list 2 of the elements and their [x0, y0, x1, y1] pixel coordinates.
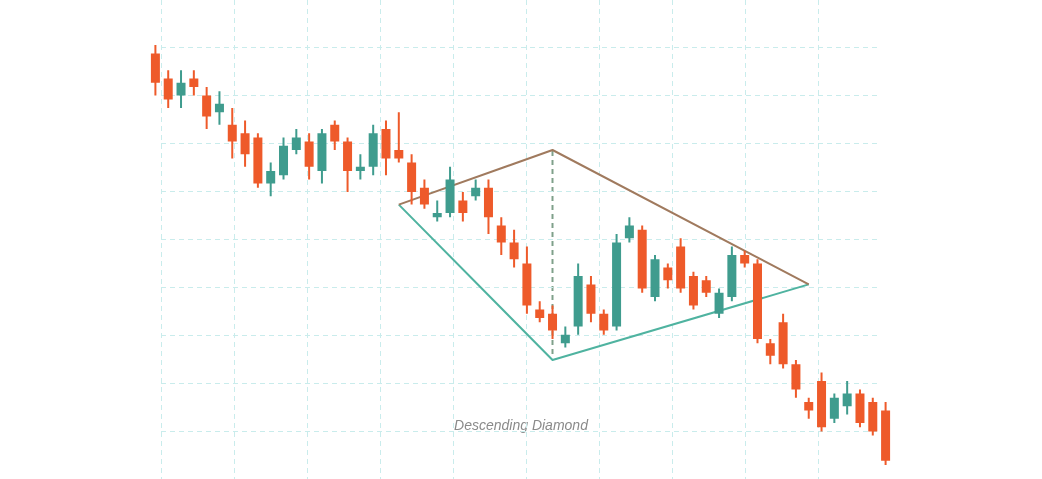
candlestick	[394, 112, 404, 163]
annotation: Descending Diamond	[454, 417, 588, 433]
